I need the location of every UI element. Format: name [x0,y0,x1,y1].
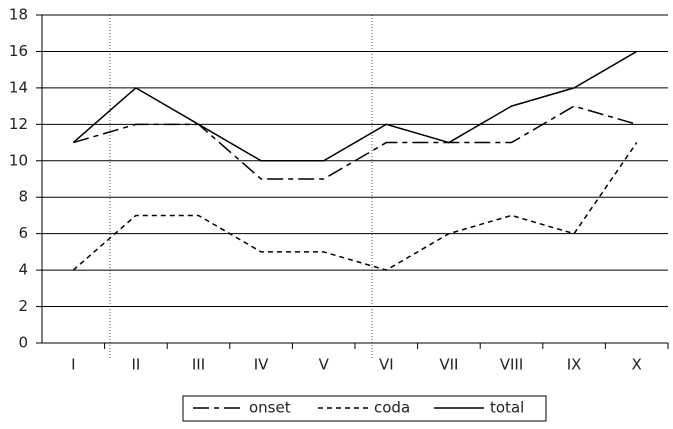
y-tick-label: 4 [18,261,28,279]
y-tick-label: 2 [18,297,28,315]
x-tick-label: IV [254,356,269,374]
y-tick-label: 10 [9,151,28,169]
y-tick-label: 18 [9,6,28,24]
y-tick-label: 12 [9,115,28,133]
x-tick-label: X [632,356,642,374]
legend-box [182,395,547,422]
legend-label: total [490,399,524,417]
series-line [72,50,638,162]
legend-label: coda [374,399,410,417]
legend-label: onset [249,399,291,417]
x-tick-label: IX [567,356,582,374]
x-tick-label: V [319,356,330,374]
x-tick-label: VII [439,356,458,374]
y-tick-label: 0 [18,334,28,352]
y-tick-label: 14 [9,78,28,96]
series-line [72,142,638,271]
x-tick-label: I [71,356,75,374]
y-tick-label: 8 [18,188,28,206]
y-tick-label: 6 [18,224,28,242]
x-tick-label: III [192,356,205,374]
x-tick-label: II [131,356,140,374]
x-tick-label: VI [379,356,394,374]
series-line [73,105,637,180]
y-tick-label: 16 [9,42,28,60]
x-tick-label: VIII [500,356,524,374]
